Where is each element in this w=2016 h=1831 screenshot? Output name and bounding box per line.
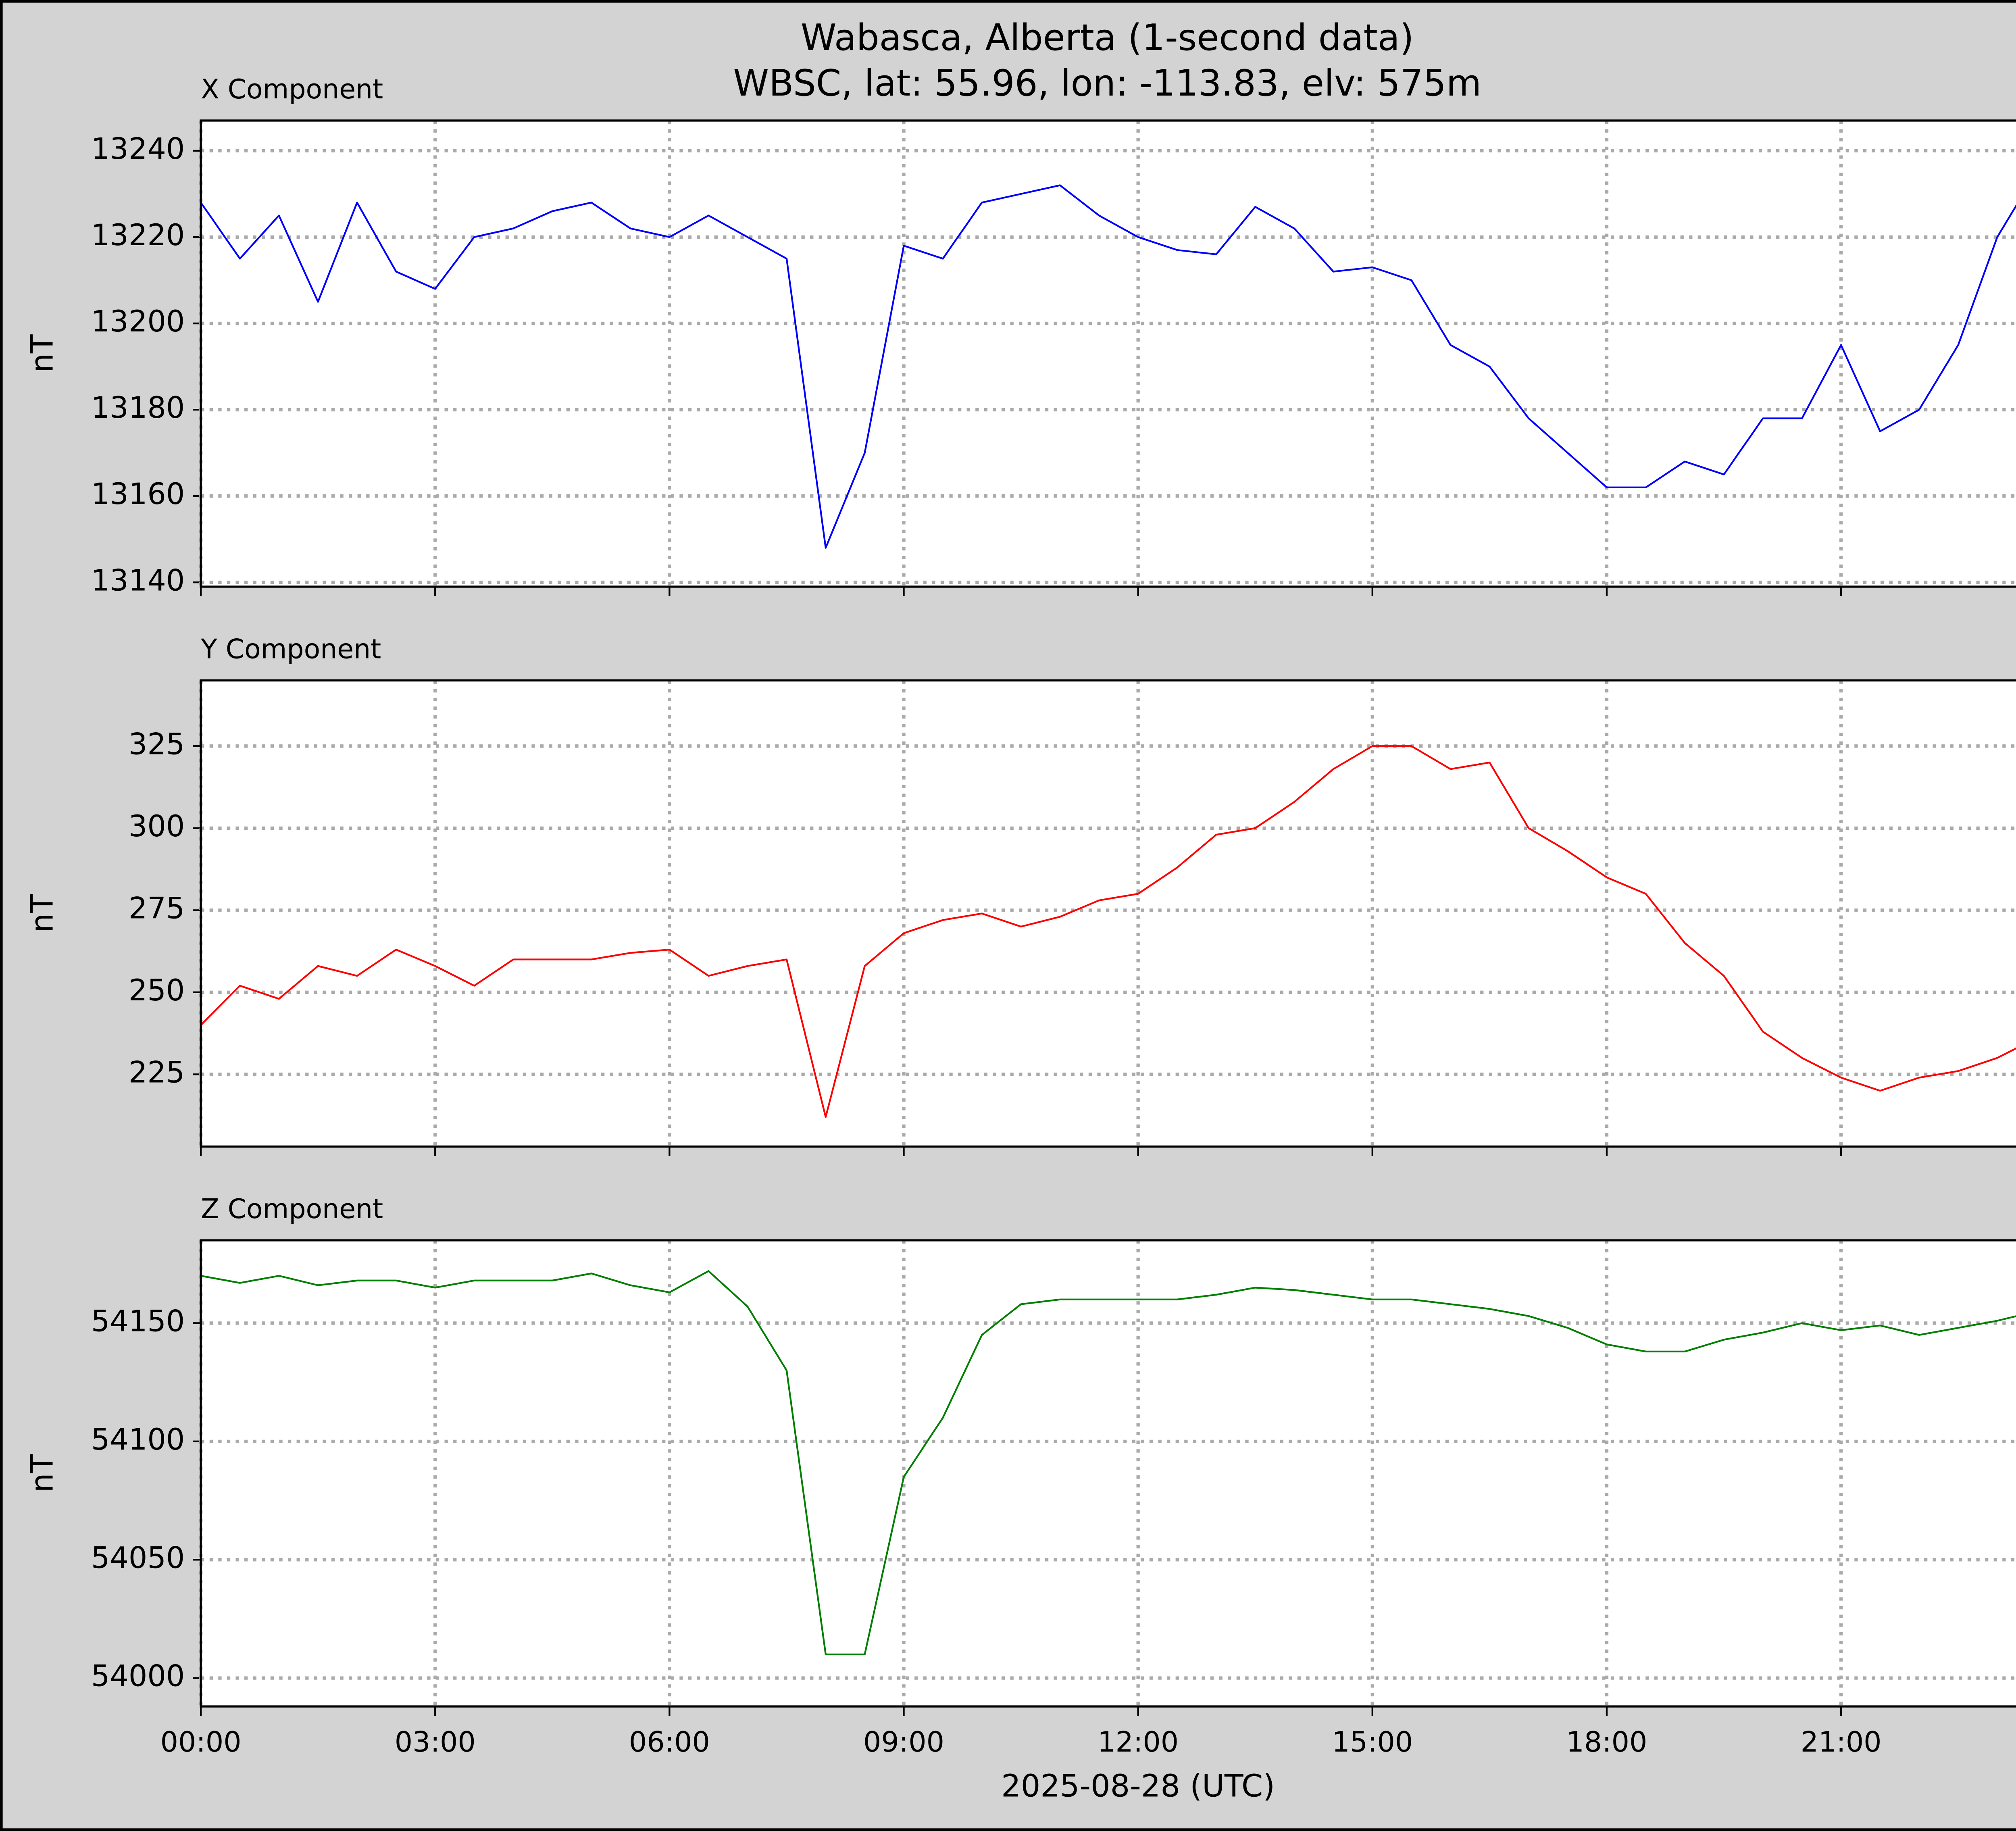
- data-line: [200, 745, 2016, 1118]
- plot-frame: [200, 679, 2016, 1148]
- y-tick-label: 13180: [91, 391, 185, 425]
- figure-title: Wabasca, Alberta (1-second data): [801, 17, 1414, 59]
- plot-area: [201, 680, 2016, 1147]
- y-tick-label: 13160: [91, 477, 185, 511]
- x-tick-label: 03:00: [395, 1726, 476, 1758]
- y-tick-label: 325: [129, 727, 185, 761]
- plot-frame: [200, 119, 2016, 588]
- x-tick-label: 21:00: [1801, 1726, 1882, 1758]
- x-axis-label: 2025-08-28 (UTC): [1001, 1769, 1275, 1804]
- y-tick-label: 225: [129, 1055, 185, 1089]
- plot-frame: [200, 1239, 2016, 1708]
- x-tick-label: 00:00: [160, 1726, 242, 1758]
- data-line: [200, 1270, 2016, 1656]
- y-axis-label: nT: [25, 894, 60, 933]
- y-tick-label: 250: [129, 973, 185, 1008]
- data-line: [200, 184, 2016, 549]
- x-tick-label: 12:00: [1098, 1726, 1179, 1758]
- x-tick-label: 15:00: [1332, 1726, 1413, 1758]
- y-tick-label: 54150: [91, 1304, 185, 1338]
- plot-area: [201, 1240, 2016, 1707]
- panel-title: Z Component: [201, 1193, 383, 1225]
- figure-subtitle: WBSC, lat: 55.96, lon: -113.83, elv: 575…: [733, 62, 1481, 104]
- panel-title: X Component: [201, 73, 383, 105]
- y-axis-label: nT: [25, 1454, 60, 1492]
- y-tick-label: 275: [129, 891, 185, 925]
- x-tick-label: 06:00: [629, 1726, 710, 1758]
- x-tick-label: 18:00: [1566, 1726, 1647, 1758]
- y-tick-label: 54050: [91, 1541, 185, 1575]
- y-axis-label: nT: [25, 334, 60, 373]
- y-tick-label: 13200: [91, 304, 185, 339]
- x-tick-label: 09:00: [863, 1726, 944, 1758]
- y-tick-label: 13240: [91, 132, 185, 166]
- plot-area: [201, 120, 2016, 587]
- y-tick-label: 54100: [91, 1423, 185, 1457]
- y-tick-label: 13140: [91, 563, 185, 598]
- y-tick-label: 13220: [91, 218, 185, 252]
- panel-title: Y Component: [200, 633, 381, 664]
- y-tick-label: 300: [129, 809, 185, 844]
- y-tick-label: 54000: [91, 1659, 185, 1694]
